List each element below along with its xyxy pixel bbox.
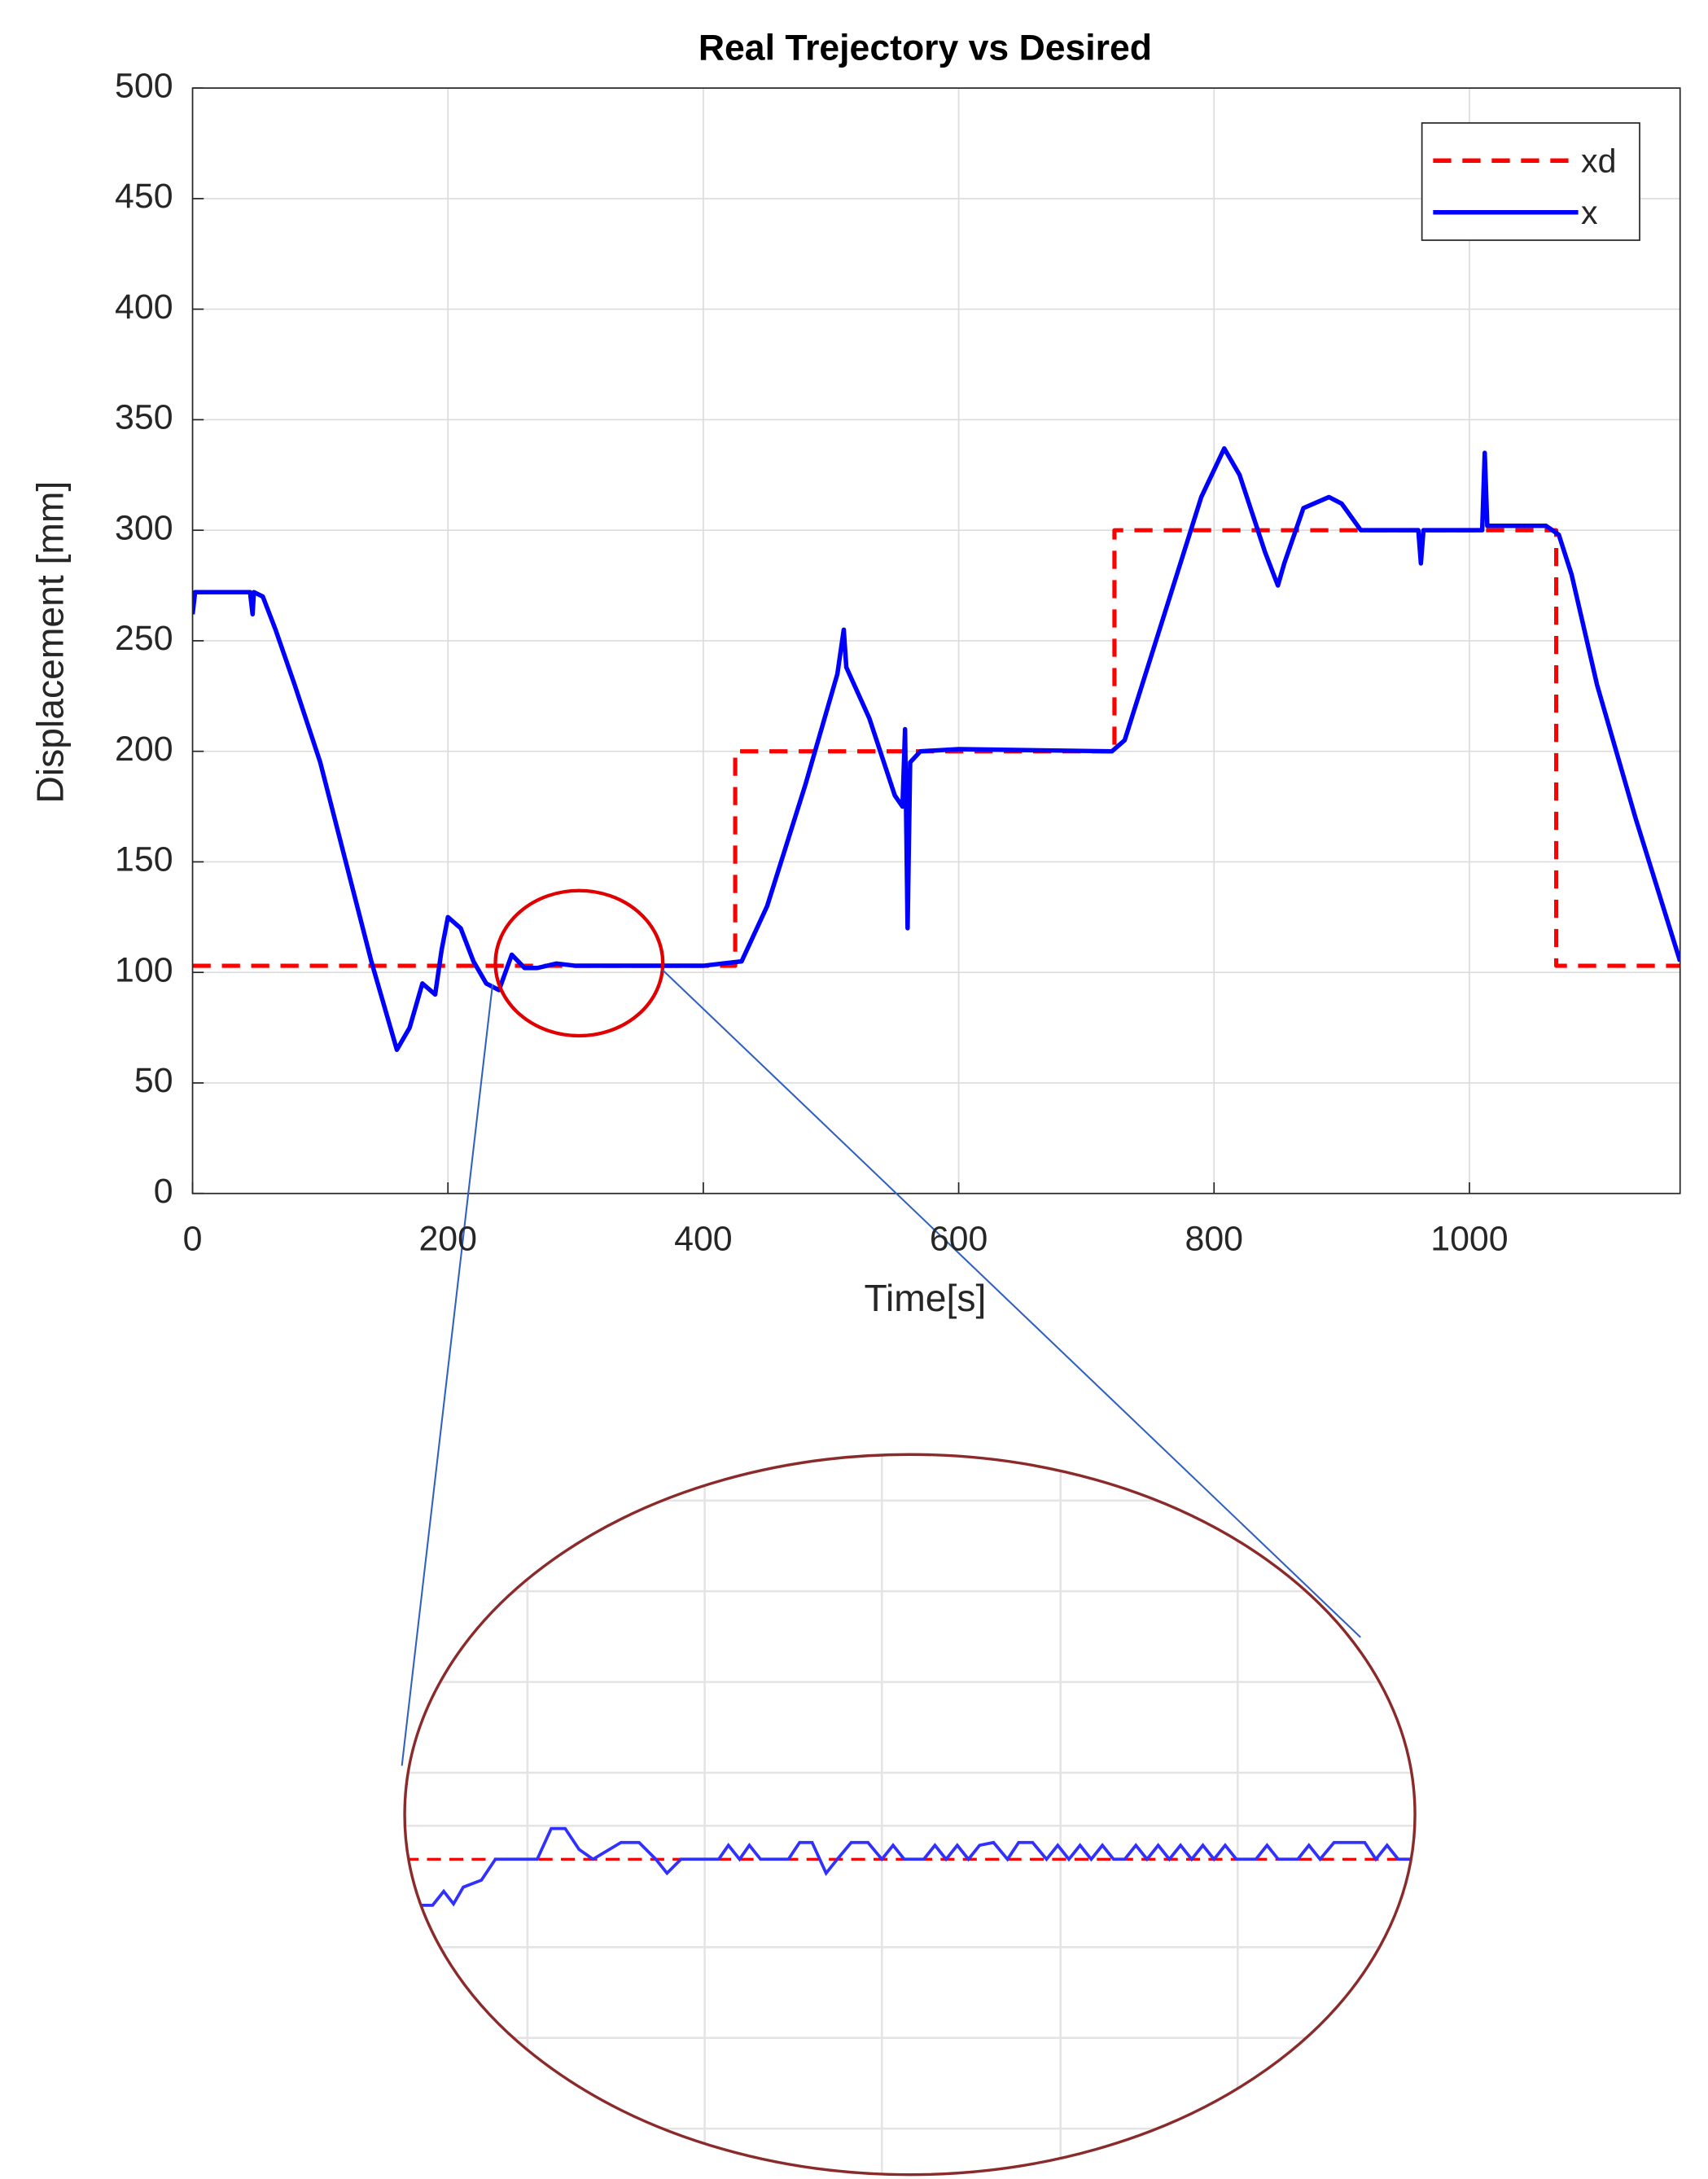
lines — [192, 445, 1680, 1052]
legend-label: xd — [1581, 142, 1616, 180]
series-line — [192, 445, 1680, 1052]
y-tick-label: 50 — [134, 1061, 173, 1100]
y-axis-label: Displacement [mm] — [28, 481, 71, 804]
x-tick-label: 600 — [930, 1219, 988, 1258]
y-tick-label: 450 — [115, 177, 173, 216]
legend-label: x — [1581, 194, 1598, 231]
legend: xd x — [1421, 122, 1640, 241]
zoom-connector — [662, 969, 1361, 1638]
x-tick-label: 1000 — [1430, 1219, 1508, 1258]
zoom-circle — [493, 888, 665, 1038]
y-tick-label: 500 — [115, 66, 173, 105]
legend-box — [1421, 122, 1640, 241]
y-tick-label: 0 — [154, 1172, 173, 1211]
inset-trajectory — [411, 1826, 1412, 1907]
x-tick-label: 200 — [418, 1219, 476, 1258]
y-tick-label: 150 — [115, 840, 173, 879]
x-tick-label: 400 — [674, 1219, 732, 1258]
chart-title: Real Trejectory vs Desired — [699, 28, 1152, 68]
y-tick-label: 300 — [115, 508, 173, 547]
zoom-connector — [401, 984, 494, 1766]
y-tick-label: 200 — [115, 730, 173, 769]
y-tick-label: 100 — [115, 951, 173, 990]
inset-bg — [405, 1454, 1416, 2175]
zoom-inset — [405, 1454, 1416, 2175]
y-tick-label: 400 — [115, 287, 173, 327]
y-tick-label: 350 — [115, 398, 173, 437]
x-axis-label: Time[s] — [864, 1277, 986, 1319]
series-line — [192, 528, 1680, 968]
zoom-ellipse — [403, 1453, 1417, 2177]
x-tick-label: 800 — [1185, 1219, 1243, 1258]
y-tick-label: 250 — [115, 619, 173, 658]
x-tick-label: 0 — [183, 1219, 203, 1258]
